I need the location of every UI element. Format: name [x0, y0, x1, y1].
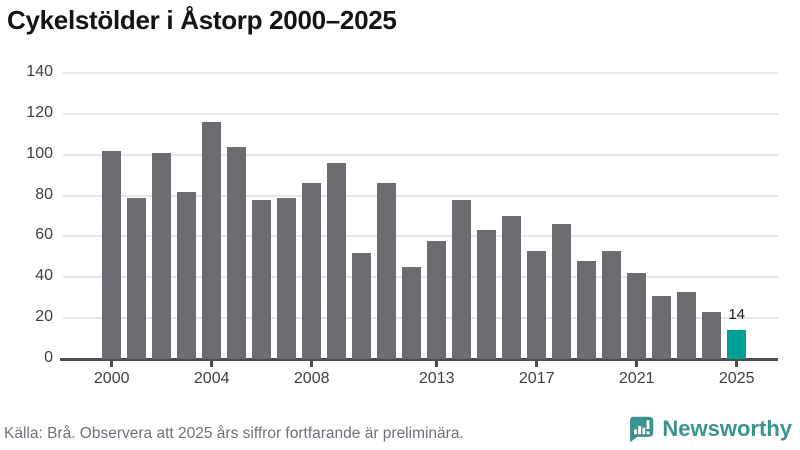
x-tick-2021 — [635, 360, 639, 367]
bar-2004 — [202, 122, 222, 359]
x-axis-label-2017: 2017 — [518, 370, 555, 387]
bar-2007 — [277, 197, 297, 359]
x-tick-2004 — [210, 360, 214, 367]
y-axis-label-80: 80 — [35, 185, 53, 203]
x-axis-label-2000: 2000 — [93, 370, 130, 387]
x-tick-2017 — [535, 360, 539, 367]
bar-2018 — [552, 224, 572, 359]
x-tick-2000 — [110, 360, 114, 367]
bar-2001 — [127, 197, 147, 359]
x-axis-label-2008: 2008 — [293, 370, 330, 387]
newsworthy-icon — [630, 416, 654, 442]
bar-2011 — [377, 183, 397, 359]
gridline-120 — [63, 112, 778, 115]
bar-2016 — [502, 216, 522, 359]
x-axis-line — [60, 358, 778, 361]
y-axis-label-40: 40 — [35, 267, 53, 285]
x-axis-label-2004: 2004 — [193, 370, 230, 387]
bar-2014 — [452, 199, 472, 359]
brand-logo: Newsworthy — [627, 415, 792, 443]
bar-2002 — [152, 152, 172, 359]
bar-2020 — [602, 250, 622, 359]
gridline-60 — [63, 235, 778, 238]
bar-2000 — [102, 150, 122, 359]
bar-2006 — [252, 199, 272, 359]
bar-2019 — [577, 260, 597, 359]
y-axis-label-0: 0 — [44, 349, 53, 366]
bar-2015 — [477, 230, 497, 359]
bar-2013 — [427, 240, 447, 359]
gridline-80 — [63, 194, 778, 197]
brand-name: Newsworthy — [662, 416, 792, 441]
x-tick-2025 — [735, 360, 739, 367]
y-axis-label-60: 60 — [35, 226, 53, 244]
chart-title: Cykelstölder i Åstorp 2000–2025 — [7, 5, 397, 35]
y-axis-label-140: 140 — [26, 63, 53, 80]
y-axis-label-20: 20 — [35, 308, 53, 326]
bar-2023 — [677, 291, 697, 359]
bar-2008 — [302, 183, 322, 359]
source-note: Källa: Brå. Observera att 2025 års siffr… — [4, 425, 464, 442]
bar-2025 — [727, 330, 747, 359]
bar-2010 — [352, 252, 372, 359]
gridline-140 — [63, 72, 778, 74]
highlight-value-label: 14 — [728, 306, 746, 324]
gridline-100 — [63, 153, 778, 156]
x-axis-label-2025: 2025 — [718, 370, 755, 387]
plot-area: 0 20 40 60 80 100 120 140 14 2000 2004 2008 2013 2017… — [26, 63, 778, 387]
bar-2022 — [652, 295, 672, 359]
bar-2005 — [227, 146, 247, 359]
bar-2012 — [402, 267, 422, 359]
y-axis-label-120: 120 — [26, 103, 53, 121]
x-tick-2008 — [310, 360, 314, 367]
bar-2021 — [627, 273, 647, 359]
x-axis-label-2021: 2021 — [618, 370, 655, 387]
bar-2009 — [327, 162, 347, 359]
x-tick-2013 — [435, 360, 439, 367]
x-axis-label-2013: 2013 — [418, 370, 455, 387]
bar-2024 — [702, 312, 722, 359]
y-axis-label-100: 100 — [26, 144, 53, 162]
bar-2003 — [177, 191, 197, 359]
bar-2017 — [527, 250, 547, 359]
